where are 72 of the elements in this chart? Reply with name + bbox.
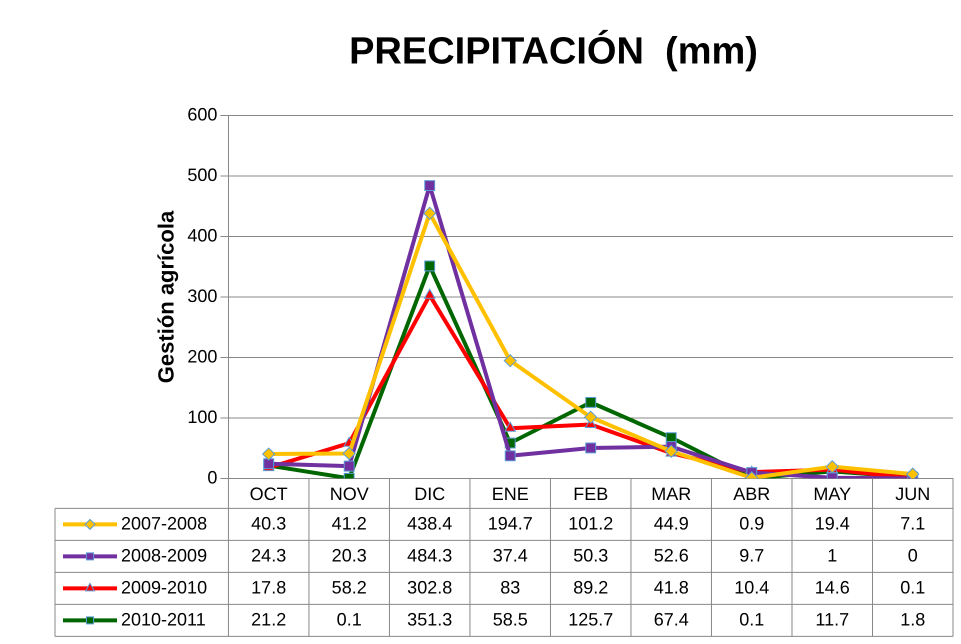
point (504, 450, 516, 462)
data-label: 83 (500, 577, 520, 598)
y-tick-label: 400 (187, 226, 218, 246)
data-label: 58.2 (332, 577, 367, 598)
point (344, 460, 355, 472)
point (504, 354, 517, 368)
point (585, 396, 596, 408)
point (585, 442, 596, 454)
y-tick-label: 600 (187, 104, 218, 125)
data-label: 24.3 (251, 545, 286, 566)
x-tick-label: FEB (573, 484, 608, 504)
data-label: 20.3 (332, 545, 367, 566)
data-label: 0 (908, 545, 918, 566)
x-tick-label: MAY (813, 484, 852, 504)
data-label: 1.8 (900, 609, 926, 630)
data-label: 194.7 (488, 513, 533, 534)
data-label: 302.8 (407, 577, 452, 598)
data-label: 89.2 (573, 577, 608, 598)
x-tick-label: DIC (414, 484, 446, 504)
data-label: 10.4 (734, 577, 770, 598)
point (584, 410, 598, 424)
data-label: 19.4 (814, 513, 850, 534)
point (424, 180, 436, 192)
data-label: 52.6 (654, 545, 689, 566)
x-tick-label: NOV (330, 484, 369, 504)
data-label: 7.1 (900, 513, 926, 534)
y-tick-label: 100 (187, 406, 218, 427)
data-label: 438.4 (407, 513, 452, 534)
y-tick-label: 200 (187, 346, 218, 366)
data-label: 125.7 (568, 609, 614, 630)
data-label: 17.8 (251, 577, 286, 598)
point (262, 448, 276, 461)
data-label: 37.4 (492, 545, 528, 566)
data-label: 50.3 (573, 545, 608, 566)
data-label: 484.3 (407, 545, 452, 566)
data-label: 0.1 (739, 609, 764, 630)
data-label: 40.3 (251, 513, 286, 534)
data-label: 44.9 (654, 513, 689, 534)
data-label: 21.2 (251, 609, 286, 630)
data-label: 101.2 (568, 513, 614, 534)
point (342, 446, 356, 460)
data-label: 0.1 (900, 577, 926, 598)
y-tick-label: 300 (187, 286, 218, 306)
y-axis-title: Gestión agrícola (153, 210, 178, 384)
data-label: 1 (827, 545, 838, 566)
data-label: 58.5 (492, 609, 528, 630)
x-tick-label: JUN (895, 484, 930, 504)
legend-label: 2007-2008 (121, 513, 208, 534)
data-label: 41.8 (654, 577, 689, 598)
x-tick-label: ENE (492, 484, 529, 504)
x-tick-label: ABR (733, 484, 770, 504)
data-label: 351.3 (407, 609, 452, 630)
y-tick-label: 0 (207, 467, 218, 488)
data-label: 0.9 (739, 513, 764, 534)
x-tick-label: MAR (651, 484, 692, 504)
legend-label: 2010-2011 (121, 609, 206, 630)
chart-title: PRECIPITACIÓN (mm) (349, 29, 758, 72)
data-label: 14.6 (814, 577, 850, 598)
point (424, 260, 436, 272)
y-tick-label: 500 (187, 165, 218, 186)
point (826, 460, 839, 474)
data-label: 41.2 (332, 513, 367, 534)
x-tick-label: OCT (250, 484, 288, 504)
legend-label: 2008-2009 (121, 545, 208, 566)
data-label: 0.1 (336, 609, 362, 630)
point (424, 288, 436, 299)
data-label: 11.7 (815, 609, 850, 630)
legend-label: 2009-2010 (121, 577, 208, 598)
point (423, 206, 436, 220)
data-label: 67.4 (654, 609, 689, 630)
data-label: 9.7 (739, 545, 764, 566)
point (504, 422, 516, 432)
